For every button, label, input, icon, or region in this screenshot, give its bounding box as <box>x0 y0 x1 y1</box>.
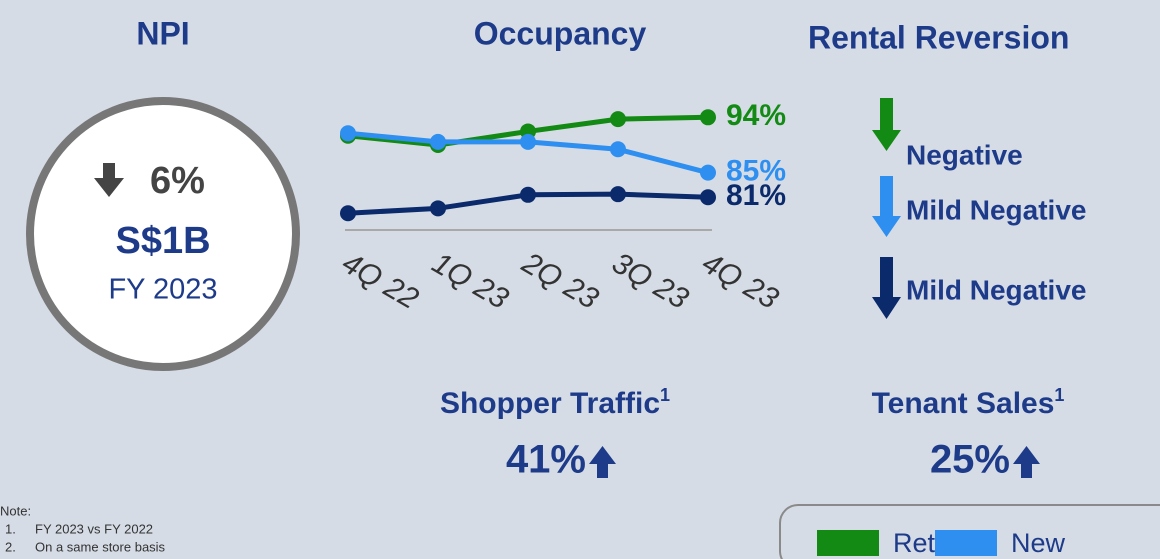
x-tick-label: 2Q 23 <box>516 246 604 316</box>
npi-value: S$1B <box>115 220 210 262</box>
x-tick-label: 3Q 23 <box>607 246 695 316</box>
npi-period: FY 2023 <box>108 274 217 306</box>
legend-swatch <box>817 530 879 556</box>
value-label: 94% <box>726 99 786 132</box>
npi-circle <box>26 97 300 371</box>
note-heading: Note: <box>0 503 31 518</box>
series-point <box>610 141 626 158</box>
series-point <box>610 186 626 203</box>
series-point <box>520 133 536 150</box>
footnote-ref: 1 <box>1054 385 1064 405</box>
rental-item: Mild Negative <box>906 194 1086 225</box>
legend-swatch <box>935 530 997 556</box>
x-tick-label: 4Q 23 <box>697 246 785 316</box>
series-point <box>430 133 446 150</box>
npi-change: 6% <box>150 160 205 202</box>
tenant-heading: Tenant Sales1 <box>872 385 1065 420</box>
legend: Retail New <box>817 528 1066 558</box>
series-point <box>700 164 716 181</box>
series-point <box>700 189 716 206</box>
footnote-ref: 1 <box>660 385 670 405</box>
rental-item: Mild Negative <box>906 274 1086 305</box>
down-arrow <box>872 257 901 319</box>
tenant-value: 25% <box>930 438 1010 482</box>
up-arrow <box>589 446 616 478</box>
value-label: 85% <box>726 155 786 188</box>
series-point <box>430 200 446 217</box>
rental-item: Negative <box>906 139 1023 170</box>
shopper-title: Shopper Traffic <box>440 387 660 420</box>
value-label: 81% <box>726 179 786 212</box>
up-arrow <box>1013 446 1040 478</box>
series-point <box>340 125 356 142</box>
down-arrow <box>872 176 901 237</box>
note-number: 1. <box>5 521 16 536</box>
note-text: On a same store basis <box>35 539 166 554</box>
series-point <box>610 111 626 128</box>
note-number: 2. <box>5 539 16 554</box>
shopper-value: 41% <box>506 438 586 482</box>
plot: 4Q 22 1Q 23 2Q 23 3Q 23 4Q 23 94% 85%81% <box>337 99 787 316</box>
down-arrow <box>94 163 124 197</box>
x-tick-label: 1Q 23 <box>427 246 515 316</box>
series-point <box>700 109 716 126</box>
series-point <box>340 205 356 222</box>
npi-title: NPI <box>136 15 189 51</box>
series-point <box>520 186 536 203</box>
chart-title: Occupancy <box>474 15 647 51</box>
legend-label: New <box>1011 528 1066 558</box>
rental-title: Rental Reversion <box>808 19 1069 55</box>
tenant-title: Tenant Sales <box>872 387 1055 420</box>
down-arrow <box>872 98 901 151</box>
note-text: FY 2023 vs FY 2022 <box>35 521 153 536</box>
x-tick-label: 4Q 22 <box>337 246 425 316</box>
shopper-heading: Shopper Traffic1 <box>440 385 670 420</box>
